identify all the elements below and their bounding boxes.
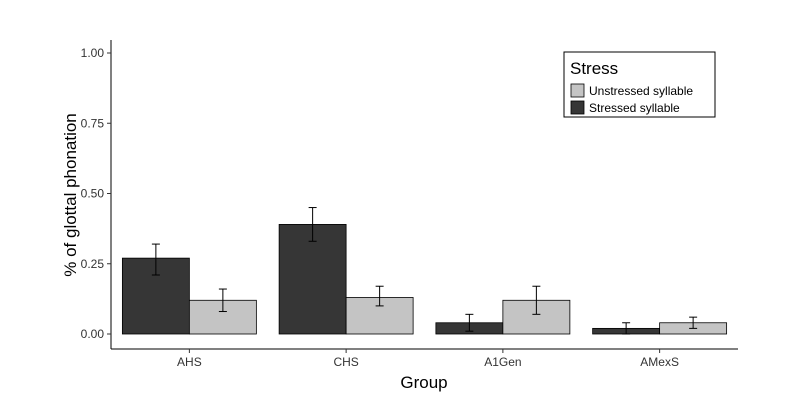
bar-chs-stressed-syllable: [278, 224, 347, 335]
legend-swatch-unstressed-syllable: [570, 83, 585, 98]
y-ticks-layer: 0.00 0.25 0.50 0.75 1.00: [81, 46, 111, 341]
x-tick-label-amexs: AMexS: [640, 355, 679, 369]
error-bar-ahs-unstressed-syllable: [218, 288, 227, 313]
error-bars-layer: [151, 207, 698, 335]
y-axis-title: % of glottal phonation: [61, 113, 80, 277]
x-tick-label-chs: CHS: [333, 355, 358, 369]
legend-entries: Unstressed syllable Stressed syllable: [570, 83, 693, 115]
error-bar-amexs-unstressed-syllable: [689, 316, 698, 329]
legend-box: [563, 51, 716, 118]
legend-label-unstressed-syllable: Unstressed syllable: [589, 84, 693, 98]
y-tick-label: 1.00: [81, 46, 105, 60]
legend-label-stressed-syllable: Stressed syllable: [589, 101, 680, 115]
error-bar-ahs-stressed-syllable: [151, 243, 160, 276]
bars-layer: [121, 224, 728, 335]
x-axis-title: Group: [400, 373, 447, 392]
legend: Stress Unstressed syllable Stressed sylla…: [563, 51, 716, 118]
y-tick-label: 0.50: [81, 187, 105, 201]
y-tick-label: 0.00: [81, 327, 105, 341]
y-tick-label: 0.75: [81, 116, 105, 130]
bar-chs-unstressed-syllable: [345, 297, 414, 335]
error-bar-a1gen-unstressed-syllable: [532, 285, 541, 315]
x-tick-label-a1gen: A1Gen: [484, 355, 521, 369]
y-tick-label: 0.25: [81, 257, 105, 271]
legend-swatch-stressed-syllable: [570, 100, 585, 115]
error-bar-amexs-stressed-syllable: [622, 322, 631, 335]
error-bar-chs-stressed-syllable: [308, 207, 317, 242]
legend-title: Stress: [570, 59, 618, 78]
error-bar-chs-unstressed-syllable: [375, 285, 384, 307]
error-bar-a1gen-stressed-syllable: [465, 313, 474, 332]
axes-layer: [110, 40, 738, 350]
x-ticks-layer: AHS CHS A1Gen AMexS: [177, 349, 679, 369]
x-tick-label-ahs: AHS: [177, 355, 202, 369]
